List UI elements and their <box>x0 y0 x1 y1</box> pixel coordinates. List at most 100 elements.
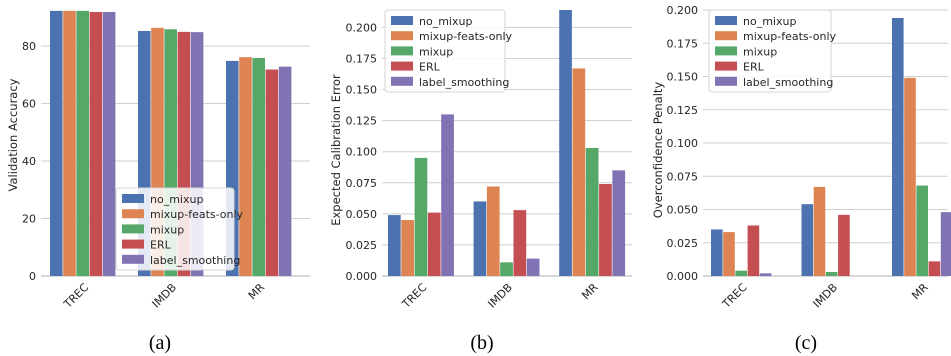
panel-a-legend-label: ERL <box>150 239 172 252</box>
panel-c-xtick-label: MR <box>909 281 931 303</box>
panel-a-legend-label: no_mixup <box>150 193 203 206</box>
panel-a-ytick-label: 80 <box>22 40 36 53</box>
panel-b-plot: 0.000 0.025 0.050 0.075 0.100 0.125 0.150 0.175… <box>346 9 632 312</box>
panel-c-bar <box>940 212 951 276</box>
panel-a-ytick-label: 20 <box>22 212 36 225</box>
panel-b-legend-label: mixup <box>419 45 453 58</box>
panel-b-legend-swatch <box>391 61 413 71</box>
panel-c-xtick-label: IMDB <box>811 281 841 311</box>
panel-b-bar <box>612 170 626 276</box>
panel-c-bar <box>813 186 826 276</box>
panel-c-legend-label: ERL <box>743 61 765 74</box>
panel-b-bar <box>500 262 513 276</box>
panel-a-bar <box>63 10 76 277</box>
panel-b-bar <box>559 10 572 276</box>
panel-c-legend-label: mixup <box>743 45 777 58</box>
panel-c-plot: 0.000 0.025 0.050 0.075 0.100 0.125 0.150 0.175… <box>667 4 951 311</box>
panel-a-bar <box>76 10 89 277</box>
panel-a-legend-swatch <box>122 224 144 234</box>
panel-c-ytick-label: 0.150 <box>667 71 699 84</box>
panel-c-legend-swatch <box>715 76 737 86</box>
panel-c-bar <box>825 272 838 276</box>
panel-c-bar <box>904 77 916 276</box>
panel-c-legend-label: no_mixup <box>743 15 796 28</box>
panel-c-legend-swatch <box>715 46 737 56</box>
panel-c-bar <box>759 273 772 276</box>
panel-c: Overconfidence Penalty 0.000 0.025 0.050 0.… <box>651 4 951 354</box>
panel-b-bar <box>473 201 487 276</box>
panel-b-legend-label: label_smoothing <box>419 76 509 89</box>
panel-b-ytick-label: 0.025 <box>346 239 378 252</box>
panel-b-ylabel: Expected Calibration Error <box>329 74 343 226</box>
panel-a-legend-box <box>115 187 235 271</box>
panel-b-bar <box>388 215 401 276</box>
panel-b-ytick-label: 0.050 <box>346 208 378 221</box>
panel-a-legend-swatch <box>122 239 144 249</box>
panel-b: Expected Calibration Error 0.000 0.025 0.0… <box>329 9 632 354</box>
panel-b-ytick-label: 0.125 <box>346 115 378 128</box>
panel-b-legend-label: ERL <box>419 61 441 74</box>
panel-b-ytick-label: 0.000 <box>346 270 378 283</box>
panel-a-plot: 0 20 40 60 80 TREC IMDB MR no_mixup mixup-feats-o… <box>22 10 310 311</box>
panel-c-ytick-label: 0.075 <box>667 170 699 183</box>
panel-b-legend: no_mixup mixup-feats-only mixup ERL label_sm… <box>384 9 513 93</box>
panel-b-ytick-label: 0.100 <box>346 146 378 159</box>
panel-c-legend-swatch <box>715 31 737 41</box>
panel-c-bar <box>838 214 850 276</box>
panel-b-xtick-label: IMDB <box>485 281 515 311</box>
panel-c-ytick-label: 0.200 <box>667 4 699 17</box>
panel-b-bar <box>401 220 414 276</box>
panel-c-caption: (c) <box>795 332 817 354</box>
panel-b-ytick-label: 0.200 <box>346 21 378 34</box>
panel-b-ytick-label: 0.175 <box>346 52 378 65</box>
panel-b-bar <box>585 147 599 276</box>
panel-a-legend-swatch <box>122 254 144 264</box>
panel-c-ylabel: Overconfidence Penalty <box>651 82 665 219</box>
panel-c-bar <box>892 17 904 276</box>
panel-a-bar <box>89 12 103 276</box>
panel-c-legend-box <box>708 9 832 93</box>
panel-a-legend-swatch <box>122 194 144 203</box>
panel-b-bar <box>572 68 586 276</box>
panel-b-xtick-label: TREC <box>399 281 430 312</box>
panel-a-legend: no_mixup mixup-feats-only mixup ERL label_sm… <box>115 187 244 271</box>
panel-b-bar <box>414 157 428 276</box>
panel-a-bar <box>239 57 252 276</box>
panel-c-bar <box>735 270 747 276</box>
panel-c-ytick-label: 0.000 <box>667 270 699 283</box>
panel-a-ytick-label: 40 <box>22 155 36 168</box>
panel-c-ytick-label: 0.050 <box>667 204 699 217</box>
panel-c-bar <box>711 229 723 276</box>
panel-a-legend-label: mixup-feats-only <box>150 208 244 221</box>
panel-a-caption: (a) <box>149 332 171 354</box>
panel-b-legend-label: mixup-feats-only <box>419 30 513 43</box>
panel-c-bar <box>801 204 814 276</box>
panel-b-legend-swatch <box>391 76 413 86</box>
panel-a-legend-label: mixup <box>150 223 184 236</box>
panel-c-bar <box>928 261 941 276</box>
panel-b-caption: (b) <box>470 332 493 354</box>
panel-c-ytick-label: 0.025 <box>667 237 699 250</box>
panel-b-bar <box>526 258 540 276</box>
panel-c-legend-swatch <box>715 16 737 25</box>
panel-c-bar <box>747 225 760 276</box>
panel-a-bar <box>252 58 265 276</box>
panel-a-bar <box>102 12 116 276</box>
panel-c-bar <box>723 232 735 276</box>
panel-a-xtick-label: MR <box>246 281 268 303</box>
panel-b-bar <box>599 184 612 276</box>
panel-a-bar <box>50 10 63 277</box>
panel-c-bar <box>916 185 928 276</box>
panel-a-ylabel: Validation Accuracy <box>6 78 20 191</box>
panel-b-legend-swatch <box>391 46 413 56</box>
panel-b-bar <box>427 212 441 276</box>
panel-a-ytick-label: 60 <box>22 97 36 110</box>
panel-b-ytick-label: 0.150 <box>346 84 378 97</box>
panel-c-ytick-label: 0.175 <box>667 37 699 50</box>
panel-a-bar <box>265 69 279 276</box>
panel-a-legend-label: label_smoothing <box>150 254 240 267</box>
panel-c-legend-swatch <box>715 61 737 71</box>
panel-b-bar <box>441 114 454 276</box>
